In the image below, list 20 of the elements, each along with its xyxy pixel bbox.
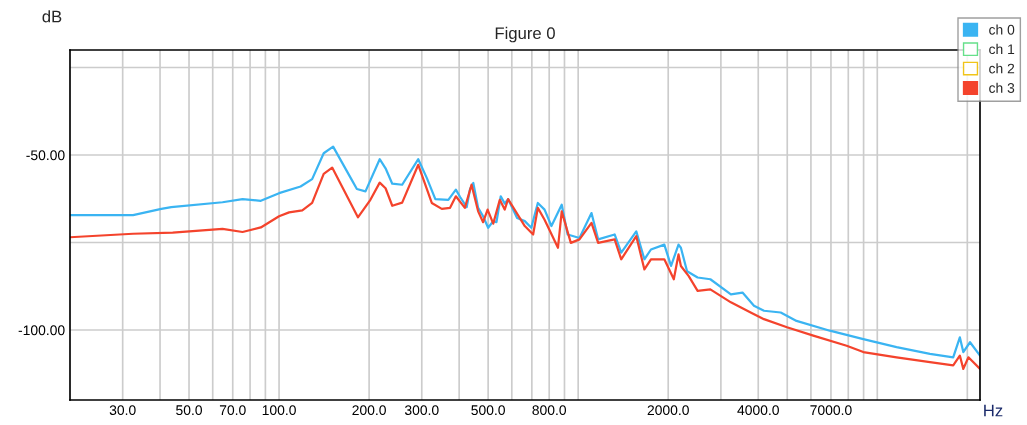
legend-label: ch 0 [989,24,1015,35]
x-tick-label: 7000.0 [810,405,852,416]
x-tick-label: 30.0 [109,405,136,416]
x-axis-title: Hz [984,404,1003,417]
x-tick-label: 800.0 [532,405,567,416]
legend-label: ch 3 [989,82,1015,93]
x-tick-label: 300.0 [404,405,439,416]
x-tick-label: 70.0 [219,405,246,416]
chart-title: Figure 0 [495,26,555,43]
y-axis-title: dB [42,10,62,23]
y-tick-label: -50.00 [26,150,65,161]
legend-label: ch 2 [989,63,1015,74]
x-tick-label: 4000.0 [737,405,779,416]
x-tick-label: 50.0 [176,405,202,416]
x-tick-label: 200.0 [352,405,386,416]
x-tick-label: 2000.0 [647,405,689,416]
y-tick-label: -100.00 [18,325,65,336]
x-tick-label: 500.0 [471,405,505,416]
x-tick-label: 100.0 [262,405,296,416]
legend-label: ch 1 [989,43,1015,55]
